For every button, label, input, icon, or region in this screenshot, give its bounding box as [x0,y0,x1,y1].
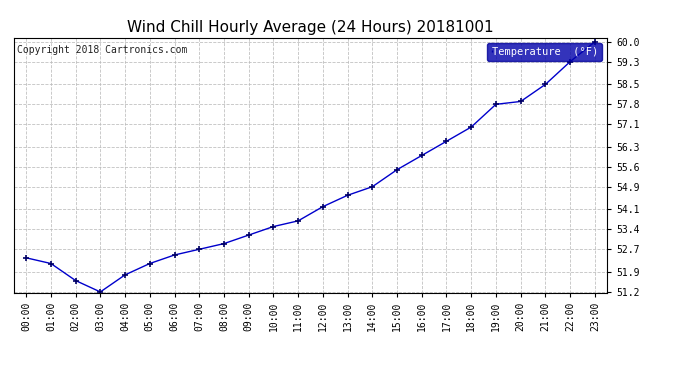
Title: Wind Chill Hourly Average (24 Hours) 20181001: Wind Chill Hourly Average (24 Hours) 201… [127,20,494,35]
Text: Copyright 2018 Cartronics.com: Copyright 2018 Cartronics.com [17,45,187,55]
Legend: Temperature  (°F): Temperature (°F) [487,43,602,61]
